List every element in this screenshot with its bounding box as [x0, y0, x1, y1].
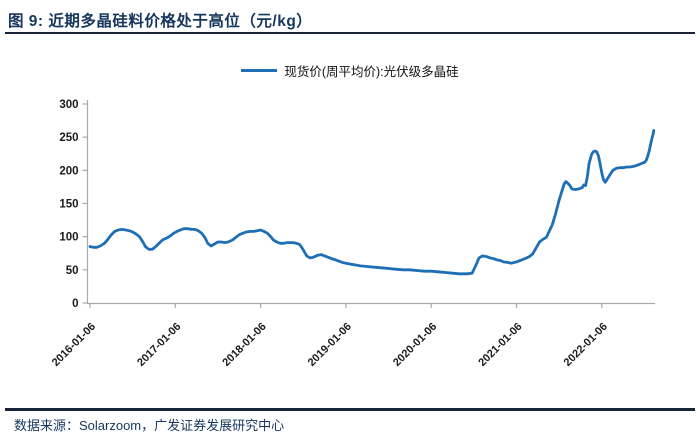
y-tick-label: 200 — [59, 165, 78, 177]
x-tick-label: 2016-01-06 — [50, 321, 98, 369]
chart-legend: 现货价(周平均价):光伏级多晶硅 — [0, 61, 700, 79]
price-series-line — [88, 129, 656, 276]
data-source: 数据来源：Solarzoom，广发证券发展研究中心 — [14, 418, 285, 433]
y-tick-label: 50 — [66, 265, 79, 277]
y-tick-label: 0 — [72, 298, 78, 310]
x-tick-label: 2021-01-06 — [476, 321, 524, 369]
price-line-chart: 0 50 100 150 200 250 300 2016-01-06 2017-01-06 20… — [50, 99, 656, 369]
y-tick-label: 150 — [59, 199, 78, 211]
x-tick-label: 2022-01-06 — [562, 321, 610, 369]
legend-line-swatch — [241, 68, 278, 72]
x-tick-label: 2020-01-06 — [391, 321, 439, 369]
y-tick-label: 100 — [59, 232, 78, 244]
y-tick-label: 250 — [59, 132, 78, 144]
figure-title: 图 9: 近期多晶硅料价格处于高位（元/kg） — [8, 13, 313, 30]
title-divider — [5, 32, 695, 34]
x-tick-label: 2019-01-06 — [306, 321, 354, 369]
footer-divider — [5, 408, 695, 411]
x-tick-label: 2017-01-06 — [135, 321, 183, 369]
x-tick-label: 2018-01-06 — [220, 321, 268, 369]
legend-series-label: 现货价(周平均价):光伏级多晶硅 — [284, 64, 459, 79]
y-tick-label: 300 — [59, 99, 78, 111]
